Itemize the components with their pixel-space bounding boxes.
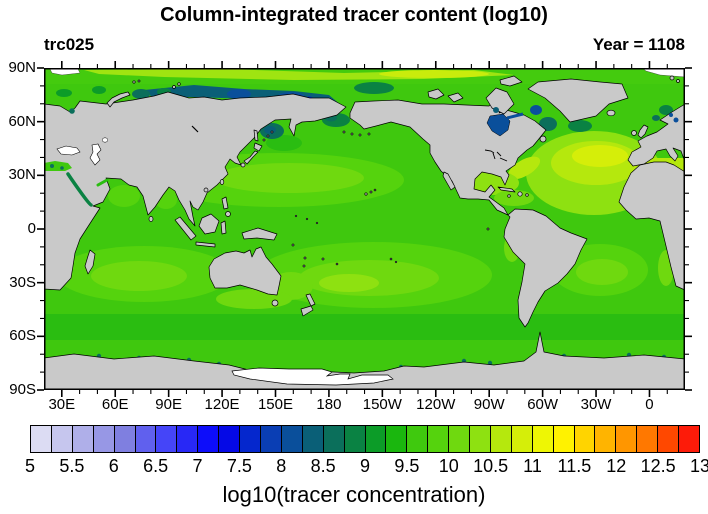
colorbar-swatch [93,426,115,452]
lon-tick-label: 90E [155,396,182,413]
great-lakes [484,149,508,162]
colorbar-tick-label: 12.5 [640,456,676,476]
lat-tick-label: 60S [9,327,36,345]
colorbar-swatch [281,426,303,452]
colorbar-swatch [365,426,387,452]
lon-tick-label: 120W [416,396,456,413]
colorbar-tick-label: 6 [108,456,119,476]
lon-tick-label: 150W [362,396,402,413]
lat-tick-label: 30N [8,166,36,184]
lon-tick-label: 30W [580,396,612,413]
colorbar-swatch [532,426,554,452]
colorbar-swatch [407,426,429,452]
colorbar-tick-label: 9.5 [394,456,420,476]
colorbar-swatch [51,426,73,452]
antarctica [44,331,685,390]
time-label: Year = 1108 [592,35,685,54]
lon-tick-label: 60E [101,396,129,413]
lon-tick-label: 30E [48,396,76,413]
colorbar-swatch [449,426,471,452]
lon-tick-label: 120E [204,396,240,413]
colorbar-swatch [198,426,220,452]
land-masses [44,75,685,390]
colorbar-tick-label: 8.5 [310,456,336,476]
new-zealand-south [300,305,314,317]
lon-tick-label: 60W [527,396,559,413]
lat-tick-label: 60N [8,112,36,130]
colorbar-swatch [260,426,282,452]
colorbar-swatch [219,426,241,452]
colorbar-swatch [114,426,136,452]
caspian-sea [89,143,102,166]
colorbar-tick-label: 12 [606,456,627,476]
australia [208,246,282,296]
africa-west [618,161,685,291]
colorbar-swatch [323,426,345,452]
baja [442,171,456,191]
colorbar-swatch [511,426,533,452]
colorbar-tick-label: 8 [276,456,287,476]
world-map [44,68,685,390]
colorbar-tick-label: 11.5 [557,456,592,476]
eurasia-africa-east [44,91,347,291]
new-guinea [241,227,278,241]
colorbar-swatch [490,426,512,452]
colorbar-swatch [177,426,199,452]
lon-tick-label: 0 [645,396,654,413]
colorbar-swatch [135,426,157,452]
colorbar-swatch [428,426,450,452]
ross-ice-shelf [231,367,394,386]
colorbar-tick-label: 5 [24,456,35,476]
colorbar-swatch [574,426,596,452]
world-map-svg [44,68,685,390]
inland-waters [44,107,679,386]
colorbar-swatch [637,426,659,452]
colorbar-swatch [302,426,324,452]
field-label: trc025 [44,35,95,54]
colorbar-swatch [386,426,408,452]
europe [627,103,685,167]
colorbar-tick-label: 6.5 [143,456,169,476]
colorbar-tick-label: 10.5 [473,456,509,476]
colorbar-tick-label: 9 [359,456,370,476]
colorbar-swatch [679,426,699,452]
lat-tick-label: 0 [27,220,36,237]
colorbar-swatch [156,426,178,452]
lat-tick-label: 30S [9,273,36,291]
greenland [527,78,629,123]
figure-title: Column-integrated tracer content (log10) [160,4,548,26]
new-zealand-north [305,293,316,307]
colorbar-tick-label: 7 [192,456,203,476]
colorbar-tick-label: 7.5 [226,456,252,476]
south-america [503,208,588,328]
lon-tick-label: 180 [316,396,342,413]
islands [84,75,680,307]
colorbar-swatch [344,426,366,452]
colorbar [30,425,700,453]
colorbar-tick-label: 5.5 [59,456,85,476]
lat-tick-label: 90S [9,381,36,398]
colorbar-swatch [553,426,575,452]
colorbar-title: log10(tracer concentration) [222,482,486,507]
colorbar-tick-label: 10 [438,456,459,476]
colorbar-tick-label: 13 [689,456,708,476]
lat-tick-label: 90N [8,59,36,76]
pacific-island-specks [262,130,490,268]
colorbar-swatch [240,426,261,452]
colorbar-swatch [616,426,638,452]
colorbar-swatch [595,426,617,452]
colorbar-swatch [470,426,491,452]
colorbar-swatch [72,426,94,452]
lon-tick-label: 90W [473,396,505,413]
lon-tick-label: 150E [257,396,294,413]
colorbar-swatch [658,426,680,452]
black-sea [56,145,81,156]
colorbar-swatch [31,426,52,452]
colorbar-tick-label: 11 [523,456,542,476]
